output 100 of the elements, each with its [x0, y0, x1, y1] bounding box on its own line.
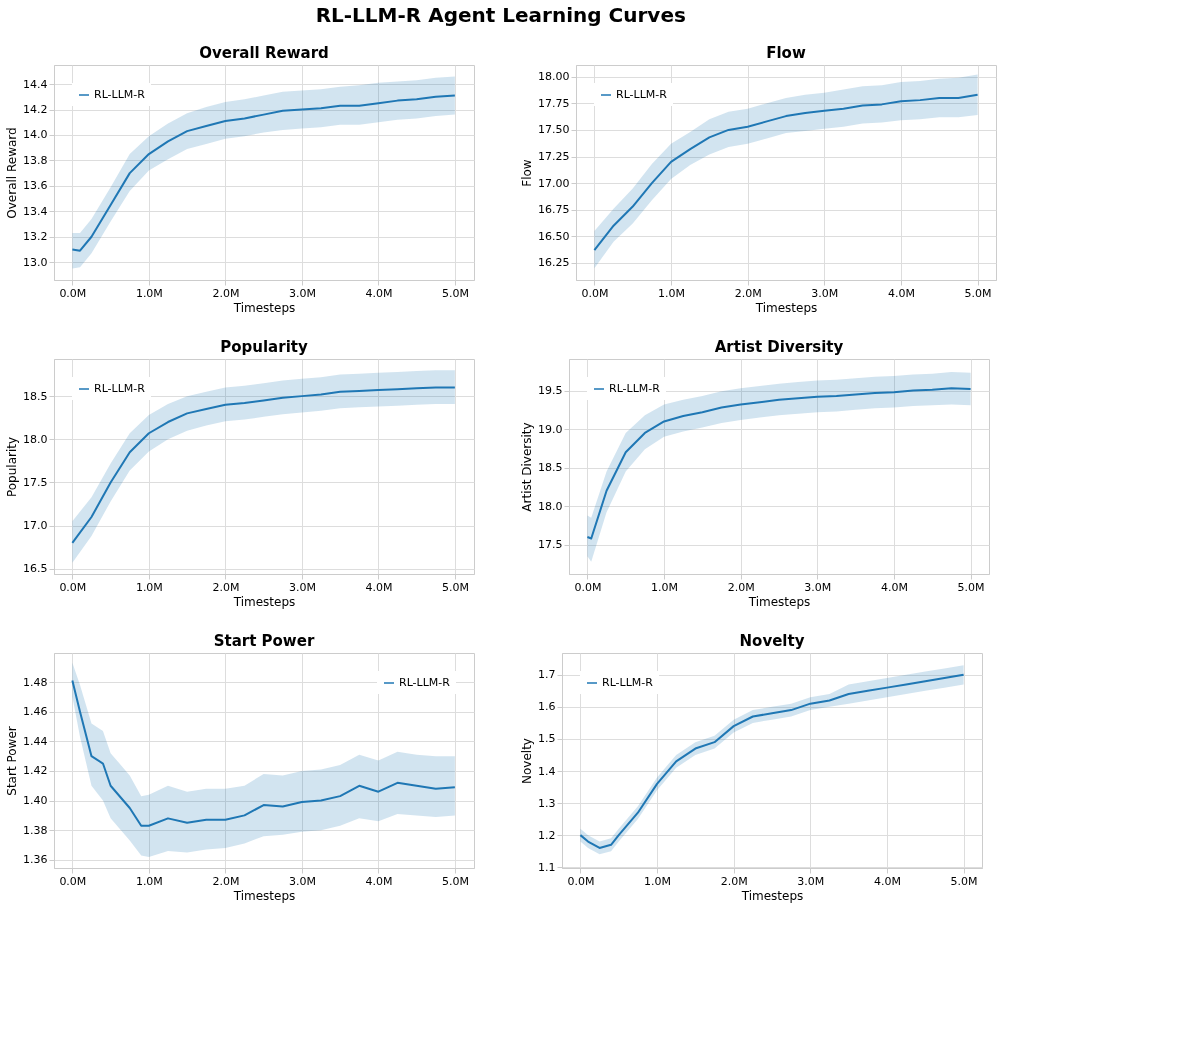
y-tick-label: 13.6 [23, 179, 48, 193]
y-tick-label: 17.5 [23, 475, 48, 489]
y-axis-title: Artist Diversity [520, 422, 535, 512]
x-tick-label: 2.0M [212, 874, 240, 888]
y-tick-label: 1.7 [538, 668, 556, 682]
y-tick-label: 14.2 [23, 103, 48, 117]
x-tick-label: 0.0M [581, 286, 609, 300]
line-series [71, 386, 456, 544]
chart-title: Overall Reward [199, 44, 329, 62]
x-tick-label: 4.0M [880, 580, 908, 594]
y-tick-label: 17.0 [23, 519, 48, 533]
y-tick-label: 16.75 [538, 203, 570, 217]
y-tick-label: 1.42 [23, 764, 48, 778]
x-tick-label: 2.0M [727, 580, 755, 594]
y-tick-label: 1.6 [538, 700, 556, 714]
x-axis-title: Timesteps [232, 300, 296, 315]
y-tick-label: 16.25 [538, 256, 570, 270]
x-tick-label: 1.0M [644, 874, 672, 888]
y-axis-title: Flow [520, 159, 535, 187]
y-tick-label: 17.5 [538, 538, 563, 552]
x-tick-label: 4.0M [873, 874, 901, 888]
legend-label: RL-LLM-R [602, 676, 654, 689]
x-tick-label: 4.0M [365, 874, 393, 888]
chart-title: Popularity [220, 338, 308, 356]
legend-label: RL-LLM-R [609, 382, 661, 395]
x-tick-label: 1.0M [651, 580, 679, 594]
y-tick-label: 16.50 [538, 229, 570, 243]
y-tick-label: 14.0 [23, 128, 48, 142]
y-tick-label: 1.5 [538, 732, 556, 746]
line-series [71, 679, 456, 827]
x-tick-label: 5.0M [950, 874, 978, 888]
legend-label: RL-LLM-R [399, 676, 451, 689]
y-tick-label: 14.4 [23, 77, 48, 91]
x-tick-label: 5.0M [441, 286, 469, 300]
x-tick-label: 3.0M [288, 580, 316, 594]
x-tick-label: 3.0M [811, 286, 839, 300]
y-tick-label: 18.0 [538, 499, 563, 513]
y-tick-label: 1.46 [23, 705, 48, 719]
y-tick-label: 18.5 [538, 461, 563, 475]
x-tick-label: 5.0M [441, 874, 469, 888]
x-tick-label: 4.0M [365, 580, 393, 594]
x-axis-title: Timesteps [747, 594, 811, 609]
x-tick-label: 0.0M [567, 874, 595, 888]
y-tick-label: 1.48 [23, 675, 48, 689]
y-tick-label: 1.1 [538, 860, 556, 874]
y-tick-label: 1.3 [538, 796, 556, 810]
x-tick-label: 2.0M [212, 580, 240, 594]
x-tick-label: 4.0M [365, 286, 393, 300]
y-tick-label: 18.00 [538, 70, 570, 84]
x-tick-label: 5.0M [441, 580, 469, 594]
x-tick-label: 4.0M [887, 286, 915, 300]
y-axis-title: Overall Reward [5, 127, 20, 219]
x-axis-title: Timesteps [754, 300, 818, 315]
y-tick-label: 17.50 [538, 123, 570, 137]
x-tick-label: 0.0M [59, 874, 87, 888]
legend-label: RL-LLM-R [94, 382, 146, 395]
y-axis-title: Popularity [5, 436, 20, 498]
x-tick-label: 1.0M [135, 580, 163, 594]
y-tick-label: 17.00 [538, 176, 570, 190]
y-tick-label: 18.5 [23, 389, 48, 403]
y-tick-label: 13.4 [23, 204, 48, 218]
x-axis-title: Timesteps [232, 888, 296, 903]
chart-title: Artist Diversity [714, 338, 844, 356]
x-tick-label: 2.0M [720, 874, 748, 888]
y-tick-label: 1.38 [23, 823, 48, 837]
y-tick-label: 19.0 [538, 422, 563, 436]
x-tick-label: 2.0M [734, 286, 762, 300]
y-tick-label: 13.0 [23, 255, 48, 269]
chart-title: Flow [766, 44, 806, 62]
x-tick-label: 3.0M [288, 874, 316, 888]
x-tick-label: 2.0M [212, 286, 240, 300]
y-tick-label: 18.0 [23, 432, 48, 446]
y-tick-label: 17.25 [538, 150, 570, 164]
legend-label: RL-LLM-R [616, 88, 668, 101]
y-tick-label: 17.75 [538, 96, 570, 110]
y-tick-label: 13.2 [23, 230, 48, 244]
x-tick-label: 5.0M [964, 286, 992, 300]
y-tick-label: 13.8 [23, 153, 48, 167]
y-tick-label: 1.40 [23, 794, 48, 808]
y-tick-label: 1.4 [538, 764, 556, 778]
y-axis-title: Start Power [5, 726, 20, 796]
y-axis-title: Novelty [520, 738, 535, 784]
x-tick-label: 0.0M [574, 580, 602, 594]
chart-title: Start Power [213, 632, 315, 650]
y-tick-label: 1.2 [538, 828, 556, 842]
x-tick-label: 1.0M [658, 286, 686, 300]
y-tick-label: 19.5 [538, 384, 563, 398]
text: RL-LLM-R Agent Learning Curves [315, 2, 686, 27]
x-tick-label: 1.0M [135, 286, 163, 300]
chart-title: Novelty [739, 632, 805, 650]
x-tick-label: 5.0M [957, 580, 985, 594]
legend-label: RL-LLM-R [94, 88, 146, 101]
x-tick-label: 0.0M [59, 286, 87, 300]
x-tick-label: 1.0M [135, 874, 163, 888]
x-tick-label: 3.0M [288, 286, 316, 300]
y-tick-label: 1.44 [23, 734, 48, 748]
x-axis-title: Timesteps [232, 594, 296, 609]
y-tick-label: 1.36 [23, 853, 48, 867]
x-axis-title: Timesteps [740, 888, 804, 903]
x-tick-label: 0.0M [59, 580, 87, 594]
